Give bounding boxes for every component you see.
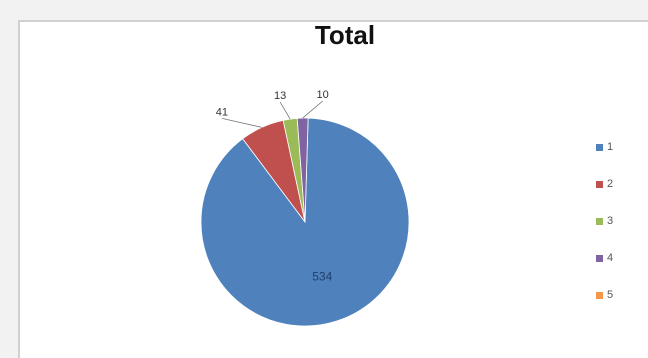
legend-label-1: 1	[607, 141, 614, 153]
legend-item-4: 4	[596, 251, 613, 265]
data-label-4: 10	[317, 89, 329, 101]
legend-swatch-2	[596, 180, 603, 188]
chart-title: Total	[314, 20, 376, 50]
data-label-1: 534	[312, 270, 332, 284]
leader-line-2	[221, 117, 263, 128]
pie-slices	[200, 117, 410, 327]
legend: 1 2 3 4 5	[596, 140, 646, 310]
legend-label-5: 5	[607, 289, 614, 301]
data-labels: 534 41 13 10	[216, 89, 333, 284]
legend-swatch-1	[596, 143, 603, 151]
legend-item-1: 1	[596, 140, 613, 154]
data-label-2: 41	[216, 106, 228, 118]
leader-line-3	[279, 101, 291, 120]
data-label-3: 13	[274, 90, 286, 102]
legend-label-3: 3	[607, 215, 614, 227]
legend-item-3: 3	[596, 214, 613, 228]
legend-item-2: 2	[596, 177, 613, 191]
legend-label-4: 4	[607, 252, 614, 264]
leader-line-4	[302, 100, 323, 119]
legend-swatch-3	[596, 217, 603, 225]
legend-swatch-5	[596, 291, 603, 299]
legend-item-5: 5	[596, 288, 613, 302]
leader-lines	[221, 100, 323, 128]
legend-label-2: 2	[607, 178, 614, 190]
legend-swatch-4	[596, 254, 603, 262]
